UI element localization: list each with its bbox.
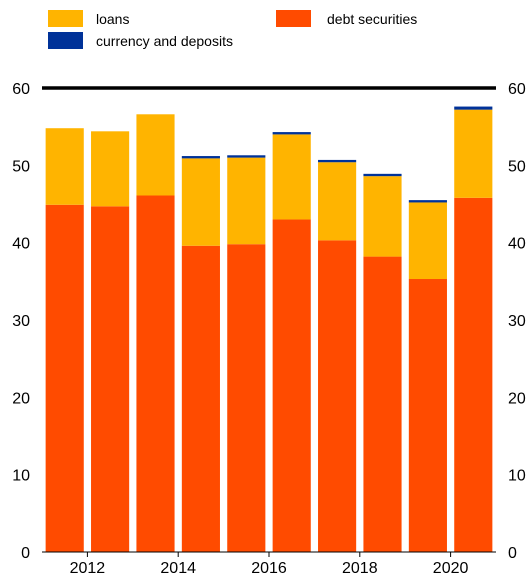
y-tick-label-right-40: 40 [508, 236, 526, 253]
bar-currency-and-deposits-2015 [227, 155, 266, 158]
y-tick-label-right-50: 50 [508, 158, 526, 175]
y-tick-label-left-20: 20 [12, 390, 30, 407]
bar-loans-2011 [45, 128, 84, 205]
y-tick-label-left-0: 0 [21, 545, 30, 562]
bar-loans-2017 [318, 162, 357, 241]
bar-debt-securities-2015 [227, 244, 266, 552]
bar-debt-securities-2014 [181, 245, 220, 552]
legend-swatch-debt-securities [276, 10, 311, 27]
bar-loans-2013 [136, 114, 175, 196]
bars [45, 106, 493, 553]
y-tick-label-left-30: 30 [12, 313, 30, 330]
bar-debt-securities-2012 [91, 206, 130, 552]
legend-label-currency-and-deposits: currency and deposits [96, 33, 233, 49]
bar-currency-and-deposits-2020 [454, 106, 493, 110]
bar-loans-2016 [272, 134, 311, 220]
bar-loans-2015 [227, 157, 266, 245]
y-tick-label-left-40: 40 [12, 236, 30, 253]
bar-loans-2020 [454, 109, 493, 198]
y-tick-label-left-60: 60 [12, 81, 30, 98]
x-tick-label-2018: 2018 [342, 560, 378, 577]
bar-currency-and-deposits-2018 [363, 173, 402, 177]
legend-label-loans: loans [96, 11, 129, 27]
bar-currency-and-deposits-2016 [272, 132, 311, 135]
y-tick-label-right-20: 20 [508, 390, 526, 407]
x-tick-label-2014: 2014 [160, 560, 196, 577]
y-tick-label-left-50: 50 [12, 158, 30, 175]
bar-debt-securities-2013 [136, 195, 175, 553]
bar-debt-securities-2016 [272, 219, 311, 552]
bar-debt-securities-2020 [454, 197, 493, 552]
bar-debt-securities-2011 [45, 204, 84, 552]
legend-swatch-loans [48, 10, 83, 27]
bar-currency-and-deposits-2014 [181, 156, 220, 159]
bar-debt-securities-2018 [363, 256, 402, 552]
legend: loans debt securities currency and depos… [48, 10, 417, 49]
bar-loans-2019 [408, 202, 447, 280]
bar-currency-and-deposits-2017 [318, 159, 357, 163]
bar-debt-securities-2019 [408, 279, 447, 552]
y-tick-label-left-10: 10 [12, 468, 30, 485]
bar-loans-2018 [363, 176, 402, 257]
y-tick-label-right-30: 30 [508, 313, 526, 330]
bar-debt-securities-2017 [318, 240, 357, 552]
legend-swatch-currency-and-deposits [48, 32, 83, 49]
y-tick-label-right-60: 60 [508, 81, 526, 98]
bar-currency-and-deposits-2019 [408, 200, 447, 203]
bar-loans-2014 [181, 158, 220, 246]
x-tick-label-2020: 2020 [433, 560, 469, 577]
legend-label-debt-securities: debt securities [327, 11, 417, 27]
x-tick-label-2012: 2012 [70, 560, 106, 577]
y-tick-label-right-0: 0 [508, 545, 517, 562]
y-tick-label-right-10: 10 [508, 468, 526, 485]
bar-loans-2012 [91, 131, 130, 207]
x-tick-label-2016: 2016 [251, 560, 287, 577]
